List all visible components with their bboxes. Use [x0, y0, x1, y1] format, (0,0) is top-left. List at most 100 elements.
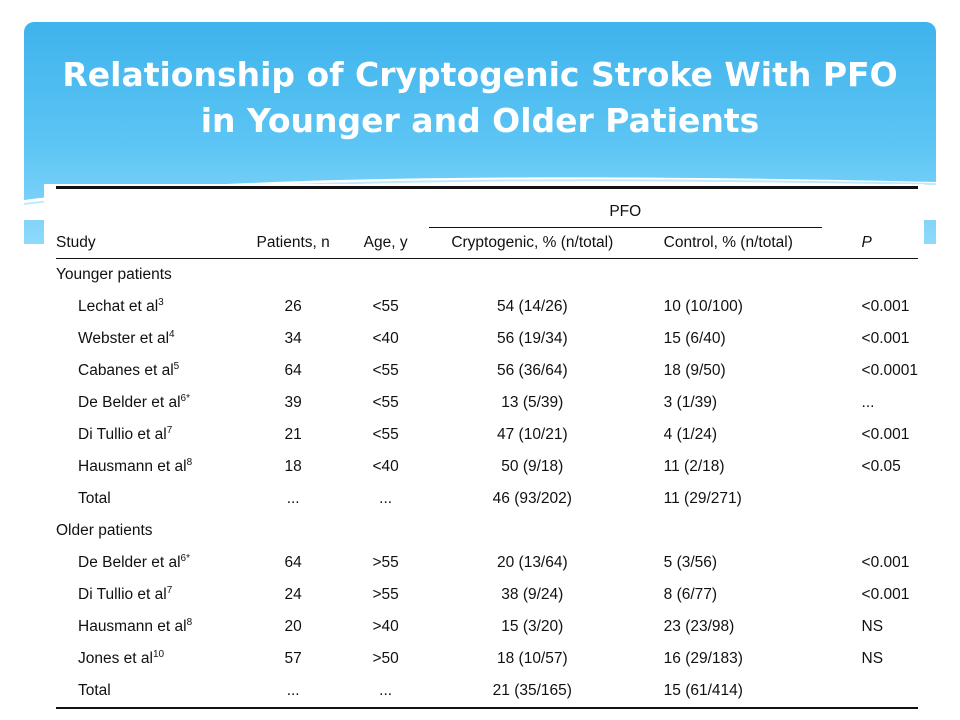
cell-age: <55	[372, 394, 399, 411]
pfo-study-table: PFO Study Patients, n Age, y Cryptogenic…	[56, 186, 918, 709]
cell-cryptogenic: 47 (10/21)	[496, 426, 568, 443]
cell-p-value: <0.001	[861, 586, 910, 603]
table-group-header-row: PFO	[56, 186, 918, 228]
study-name: De Belder et al	[78, 554, 181, 572]
study-name: Di Tullio et al	[78, 426, 167, 444]
cell-age: ...	[379, 490, 393, 507]
reference-superscript: 5	[173, 361, 180, 373]
col-header-age: Age, y	[342, 227, 429, 259]
reference-superscript: 10	[152, 649, 165, 661]
cell-control: 16 (29/183)	[663, 650, 743, 667]
study-name: Jones et al	[78, 650, 153, 668]
table-row: Total...... 21 (35/165) 15 (61/414)	[56, 675, 918, 709]
cell-age: <55	[372, 362, 399, 379]
cell-study: Webster et al4	[56, 323, 244, 355]
study-name: Hausmann et al	[78, 618, 187, 636]
table-row: Cabanes et al5 64 <55 56 (36/64) 18 (9/50) <0…	[56, 355, 918, 387]
study-name: Cabanes et al	[78, 362, 174, 380]
pfo-group-header: PFO	[429, 186, 822, 228]
cell-patients: 39	[284, 394, 302, 411]
cell-patients: 18	[284, 458, 302, 475]
cell-control: 15 (61/414)	[635, 675, 822, 709]
cell-cryptogenic: 56 (19/34)	[496, 330, 568, 347]
cell-age: >50	[372, 650, 399, 667]
cell-age: <55	[372, 426, 399, 443]
reference-superscript: 7	[166, 425, 173, 437]
cell-p-value: NS	[861, 650, 884, 667]
table-row: Hausmann et al8 18 <40 50 (9/18) 11 (2/18) <0…	[56, 451, 918, 483]
cell-study: Jones et al10	[56, 643, 244, 675]
cell-p-value: <0.0001	[861, 362, 918, 379]
cell-age: <55	[372, 298, 399, 315]
cell-control: 8 (6/77)	[663, 586, 718, 603]
cell-patients: 20	[284, 618, 302, 635]
cell-cryptogenic: 50 (9/18)	[501, 458, 564, 475]
cell-cryptogenic: 20 (13/64)	[496, 554, 568, 571]
cell-age: ...	[342, 675, 429, 709]
reference-superscript: 7	[166, 585, 173, 597]
cell-control: 18 (9/50)	[663, 362, 726, 379]
group-label: Younger patients	[56, 266, 172, 283]
cell-patients: 21	[284, 426, 302, 443]
study-name: Total	[78, 490, 111, 507]
reference-superscript: 8	[186, 457, 193, 469]
cell-control: 11 (29/271)	[663, 490, 742, 507]
cell-study: Hausmann et al8	[56, 611, 244, 643]
cell-control: 23 (23/98)	[663, 618, 735, 635]
cell-patients: 64	[284, 362, 302, 379]
cell-p-value	[821, 675, 918, 709]
cell-patients: 34	[284, 330, 302, 347]
cell-age: <40	[372, 458, 399, 475]
cell-p-value: ...	[861, 394, 875, 411]
reference-superscript: 3	[158, 297, 164, 309]
table-row: Lechat et al3 26 <55 54 (14/26) 10 (10/100) <…	[56, 291, 918, 323]
slide-title: Relationship of Cryptogenic Stroke With …	[24, 52, 936, 144]
cell-p-value: <0.05	[861, 458, 901, 475]
reference-superscript: 6*	[180, 553, 190, 565]
reference-superscript: 4	[169, 329, 175, 341]
table-sheet	[44, 184, 924, 720]
cell-control: 4 (1/24)	[663, 426, 718, 443]
cell-study: Di Tullio et al7	[56, 579, 244, 611]
col-header-control: Control, % (n/total)	[635, 227, 822, 259]
cell-control: 10 (10/100)	[663, 298, 743, 315]
cell-study: Di Tullio et al7	[56, 419, 244, 451]
cell-p-value: <0.001	[861, 298, 910, 315]
cell-study: Hausmann et al8	[56, 451, 244, 483]
cell-cryptogenic: 54 (14/26)	[496, 298, 568, 315]
col-header-patients: Patients, n	[244, 227, 343, 259]
cell-patients: 57	[284, 650, 302, 667]
cell-study: De Belder et al6*	[56, 387, 244, 419]
table-body: Younger patients Lechat et al3 26 <55 54 (14…	[56, 259, 918, 709]
cell-cryptogenic: 15 (3/20)	[501, 618, 564, 635]
cell-patients: 26	[284, 298, 302, 315]
cell-control: 11 (2/18)	[663, 458, 725, 475]
cell-age: >55	[372, 554, 399, 571]
cell-control: 15 (6/40)	[663, 330, 726, 347]
table-row: Total...... 46 (93/202) 11 (29/271)	[56, 483, 918, 515]
reference-superscript: 8	[186, 617, 193, 629]
cell-patients: 64	[284, 554, 302, 571]
cell-patients: ...	[286, 490, 300, 507]
cell-study: Cabanes et al5	[56, 355, 244, 387]
table-row: Hausmann et al8 20 >40 15 (3/20) 23 (23/98) N…	[56, 611, 918, 643]
cell-cryptogenic: 56 (36/64)	[496, 362, 568, 379]
cell-control: 3 (1/39)	[663, 394, 718, 411]
cell-age: >55	[372, 586, 399, 603]
cell-patients: 24	[284, 586, 302, 603]
cell-p-value: <0.001	[861, 426, 910, 443]
cell-age: >40	[372, 618, 399, 635]
group-label-row: Younger patients	[56, 259, 918, 292]
col-header-study: Study	[56, 227, 245, 259]
table-row: Jones et al10 57 >50 18 (10/57) 16 (29/183) N…	[56, 643, 918, 675]
cell-patients: ...	[244, 675, 343, 709]
study-name: Hausmann et al	[78, 458, 187, 476]
slide-title-line-2: in Younger and Older Patients	[200, 101, 760, 140]
cell-p-value	[822, 483, 918, 515]
col-header-cryptogenic: Cryptogenic, % (n/total)	[429, 227, 636, 259]
cell-study: De Belder et al6*	[56, 547, 244, 579]
table-column-header-row: Study Patients, n Age, y Cryptogenic, % …	[56, 227, 918, 259]
cell-cryptogenic: 21 (35/165)	[429, 675, 636, 709]
slide-title-line-1: Relationship of Cryptogenic Stroke With …	[62, 55, 898, 94]
study-name: Lechat et al	[78, 298, 159, 316]
